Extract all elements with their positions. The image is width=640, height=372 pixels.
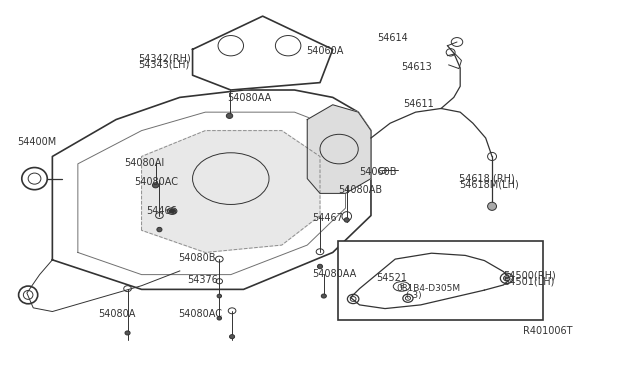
Ellipse shape — [317, 264, 323, 269]
Text: 54060A: 54060A — [306, 46, 343, 56]
Ellipse shape — [344, 218, 349, 222]
Ellipse shape — [217, 316, 221, 320]
Text: 54080AA: 54080AA — [312, 269, 356, 279]
Text: 54521: 54521 — [376, 273, 407, 283]
Text: ( 3): ( 3) — [406, 291, 422, 300]
Text: 54080AB: 54080AB — [338, 185, 382, 195]
Ellipse shape — [321, 294, 326, 298]
Text: 54618 (RH): 54618 (RH) — [459, 174, 515, 184]
Ellipse shape — [157, 227, 162, 232]
Text: 54611: 54611 — [403, 99, 433, 109]
Ellipse shape — [168, 208, 177, 214]
Text: 54080AC: 54080AC — [179, 310, 223, 320]
Text: 54080AI: 54080AI — [124, 158, 164, 168]
Text: 54080B: 54080B — [179, 253, 216, 263]
Text: 54080A: 54080A — [99, 310, 136, 320]
Ellipse shape — [504, 276, 510, 281]
Text: 54501(LH): 54501(LH) — [504, 277, 555, 287]
Bar — [338, 241, 543, 320]
Ellipse shape — [227, 113, 233, 118]
Text: 54080AA: 54080AA — [228, 93, 272, 103]
Text: 54343(LH): 54343(LH) — [138, 60, 189, 70]
Text: 54466: 54466 — [147, 206, 177, 216]
Ellipse shape — [152, 183, 159, 188]
Text: 54613: 54613 — [401, 62, 432, 72]
Polygon shape — [307, 105, 371, 193]
Ellipse shape — [125, 331, 130, 335]
Text: R401006T: R401006T — [523, 326, 572, 336]
Ellipse shape — [488, 202, 497, 211]
Ellipse shape — [217, 294, 221, 298]
Ellipse shape — [170, 209, 175, 213]
Text: 54500(RH): 54500(RH) — [504, 270, 556, 280]
Text: 54080AC: 54080AC — [134, 177, 178, 187]
Text: B: B — [399, 283, 404, 289]
Text: 54400M: 54400M — [17, 137, 56, 147]
Text: 54618M(LH): 54618M(LH) — [459, 180, 518, 190]
Polygon shape — [52, 90, 371, 289]
Polygon shape — [193, 16, 333, 90]
Text: 54614: 54614 — [378, 33, 408, 43]
Text: 54467: 54467 — [312, 214, 343, 224]
Text: 54342(RH): 54342(RH) — [138, 54, 191, 64]
Text: 54376: 54376 — [188, 275, 218, 285]
Ellipse shape — [230, 334, 235, 339]
Text: 54060B: 54060B — [360, 167, 397, 177]
Text: 081B4-D305M: 081B4-D305M — [396, 284, 461, 293]
Polygon shape — [141, 131, 320, 253]
